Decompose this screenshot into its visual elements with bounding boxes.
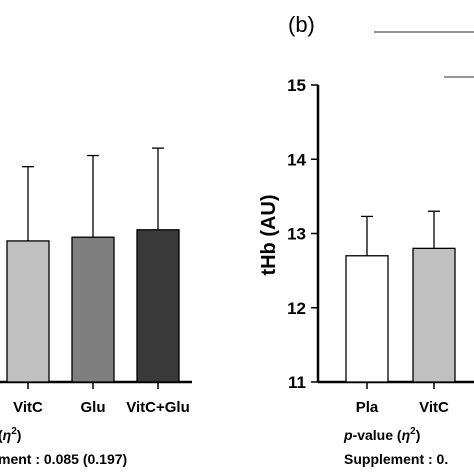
panel-label-b: (b) [288,12,315,37]
right-panel: (b) tHb (AU) 11 12 13 14 15 Pla VitC p-value … [258,12,474,467]
category-label: Glu [81,399,106,416]
bar [412,247,456,383]
right-annotation-line1: p-value (η2) [343,426,420,443]
y-tick-label: 15 [287,76,306,95]
category-label: VitC+Glu [126,399,190,416]
category-label: Pla [356,399,379,416]
y-tick-label: 13 [287,225,306,244]
y-tick-label: 12 [287,299,306,318]
right-annotation-line2: Supplement : 0. [344,451,448,467]
left-annotation-line2: ment : 0.085 (0.197) [0,451,127,467]
left-panel: VitC Glu VitC+Glu (η2) ment : 0.085 (0.197… [0,147,192,467]
bar [345,255,389,383]
y-axis-label: tHb (AU) [258,194,280,275]
y-tick-label: 14 [287,150,306,169]
bar [136,229,180,383]
left-annotation-line1: (η2) [0,426,21,443]
bar [71,236,115,383]
y-tick-label: 11 [288,373,306,392]
bar [6,240,50,383]
category-label: VitC [419,399,449,416]
category-label: VitC [13,399,43,416]
